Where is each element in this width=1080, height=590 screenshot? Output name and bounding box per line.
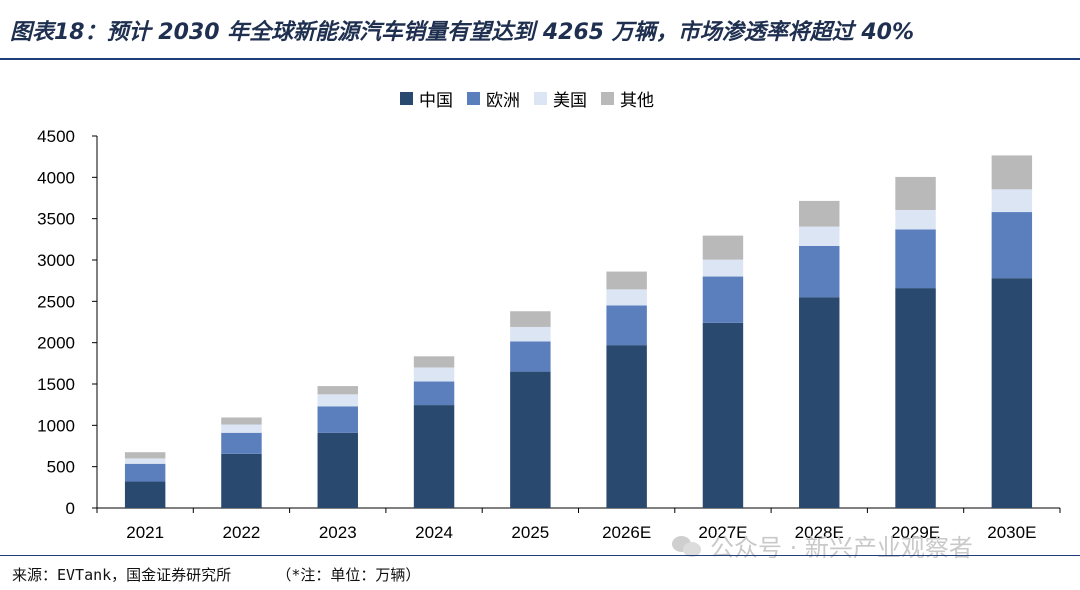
source-line: 来源：EVTank，国金证券研究所 （*注：单位：万辆） <box>12 564 420 585</box>
legend-label-usa: 美国 <box>553 90 587 111</box>
bar-segment-europe <box>702 276 744 323</box>
title-divider <box>0 58 1080 60</box>
bar-segment-china <box>991 278 1033 508</box>
legend-swatch-usa <box>534 91 547 105</box>
bar-segment-other <box>895 176 936 210</box>
bar-segment-china <box>317 432 358 508</box>
legend-swatch-europe <box>467 91 480 105</box>
y-tick-label: 500 <box>47 458 75 477</box>
x-tick-label: 2025 <box>511 523 549 542</box>
footer-divider <box>0 555 1080 556</box>
y-tick-label: 3500 <box>37 210 75 229</box>
y-tick-label: 1500 <box>37 375 75 394</box>
bar-segment-china <box>895 288 936 508</box>
legend-label-europe: 欧洲 <box>486 90 520 111</box>
bar-segment-china <box>124 481 166 508</box>
bar-segment-europe <box>413 381 455 406</box>
bar-segment-usa <box>702 259 744 277</box>
chart-legend: 中国 欧洲 美国 其他 <box>400 86 654 111</box>
x-tick-label: 2028E <box>795 523 844 542</box>
bar-segment-china <box>702 322 744 508</box>
bar-segment-europe <box>606 305 647 346</box>
x-tick-label: 2027E <box>698 523 747 542</box>
bar-segment-europe <box>799 245 840 298</box>
wechat-icon <box>672 534 702 558</box>
bar-segment-europe <box>991 212 1033 279</box>
legend-item-usa: 美国 <box>534 86 587 111</box>
bar-segment-usa <box>413 367 455 382</box>
y-tick-label: 2500 <box>37 292 75 311</box>
legend-swatch-china <box>400 91 413 105</box>
unit-note: （*注：单位：万辆） <box>276 566 421 584</box>
bar-segment-usa <box>221 424 262 433</box>
bar-segment-china <box>510 371 551 508</box>
bar-segment-usa <box>991 189 1033 213</box>
legend-item-other: 其他 <box>601 86 654 111</box>
bar-segment-china <box>221 453 262 508</box>
bar-segment-other <box>991 155 1033 190</box>
x-tick-label: 2022 <box>223 523 261 542</box>
bar-segment-china <box>799 297 840 508</box>
bar-segment-usa <box>317 394 358 407</box>
bar-segment-europe <box>124 463 166 482</box>
bar-segment-china <box>606 345 647 508</box>
bar-segment-europe <box>895 229 936 289</box>
bar-segment-usa <box>895 209 936 230</box>
y-tick-label: 1000 <box>37 416 75 435</box>
legend-swatch-other <box>601 91 614 105</box>
legend-label-china: 中国 <box>419 90 453 111</box>
bar-segment-other <box>124 452 166 459</box>
bar-segment-other <box>221 417 262 425</box>
x-tick-label: 2026E <box>602 523 651 542</box>
bar-segment-usa <box>510 326 551 342</box>
chart-title: 图表18：预计 2030 年全球新能源汽车销量有望达到 4265 万辆，市场渗透… <box>10 20 915 45</box>
bar-segment-other <box>413 356 455 368</box>
legend-item-europe: 欧洲 <box>467 86 520 111</box>
x-tick-label: 2021 <box>126 523 164 542</box>
bar-segment-europe <box>221 432 262 454</box>
x-tick-label: 2029E <box>891 523 940 542</box>
bar-segment-other <box>799 200 840 227</box>
bar-segment-usa <box>606 289 647 306</box>
source-text: 来源：EVTank，国金证券研究所 <box>12 566 232 584</box>
y-tick-label: 3000 <box>37 251 75 270</box>
bar-segment-europe <box>510 341 551 372</box>
legend-label-other: 其他 <box>620 90 654 111</box>
bar-segment-europe <box>317 406 358 433</box>
bar-segment-other <box>606 271 647 290</box>
x-tick-label: 2030E <box>987 523 1036 542</box>
y-tick-label: 0 <box>66 499 75 518</box>
watermark: 公众号 · 新兴产业观察者 <box>672 528 973 563</box>
bar-segment-other <box>317 386 358 395</box>
y-tick-label: 2000 <box>37 334 75 353</box>
bar-segment-usa <box>124 458 166 464</box>
x-tick-label: 2023 <box>319 523 357 542</box>
legend-item-china: 中国 <box>400 86 453 111</box>
bar-segment-other <box>510 311 551 327</box>
y-tick-label: 4000 <box>37 168 75 187</box>
x-tick-label: 2024 <box>415 523 453 542</box>
bar-segment-usa <box>799 226 840 246</box>
bar-segment-china <box>413 405 455 508</box>
y-tick-label: 4500 <box>37 127 75 146</box>
watermark-text: 公众号 · 新兴产业观察者 <box>710 534 973 562</box>
bar-segment-other <box>702 235 744 260</box>
